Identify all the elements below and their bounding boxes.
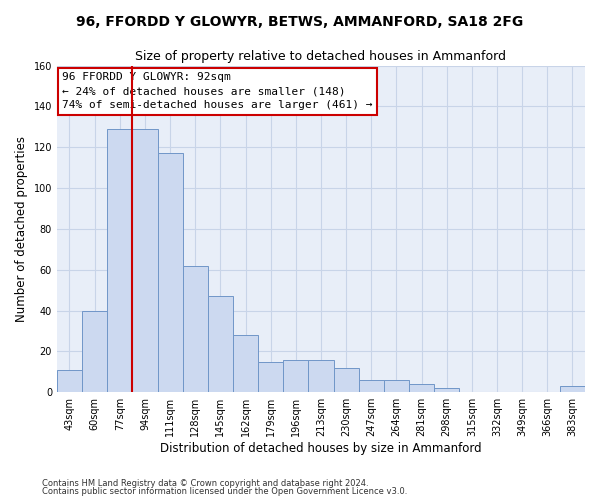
Bar (334, 368, 359, 392)
Bar (158, 154, 182, 392)
Text: 96, FFORDD Y GLOWYR, BETWS, AMMANFORD, SA18 2FG: 96, FFORDD Y GLOWYR, BETWS, AMMANFORD, S… (76, 15, 524, 29)
Bar (409, 384, 434, 392)
Bar (560, 386, 585, 392)
Bar (434, 388, 459, 392)
Bar (82, 310, 107, 392)
Bar (57, 370, 82, 392)
Bar (283, 360, 308, 392)
X-axis label: Distribution of detached houses by size in Ammanford: Distribution of detached houses by size … (160, 442, 482, 455)
Bar (384, 380, 409, 392)
Text: Contains HM Land Registry data © Crown copyright and database right 2024.: Contains HM Land Registry data © Crown c… (42, 478, 368, 488)
Bar (308, 360, 334, 392)
Bar (208, 296, 233, 392)
Bar (107, 129, 133, 392)
Text: 96 FFORDD Y GLOWYR: 92sqm
← 24% of detached houses are smaller (148)
74% of semi: 96 FFORDD Y GLOWYR: 92sqm ← 24% of detac… (62, 72, 373, 110)
Bar (233, 335, 258, 392)
Y-axis label: Number of detached properties: Number of detached properties (15, 136, 28, 322)
Bar (182, 266, 208, 392)
Text: Contains public sector information licensed under the Open Government Licence v3: Contains public sector information licen… (42, 487, 407, 496)
Bar (359, 380, 384, 392)
Bar (258, 362, 283, 392)
Bar (133, 129, 158, 392)
Title: Size of property relative to detached houses in Ammanford: Size of property relative to detached ho… (136, 50, 506, 63)
